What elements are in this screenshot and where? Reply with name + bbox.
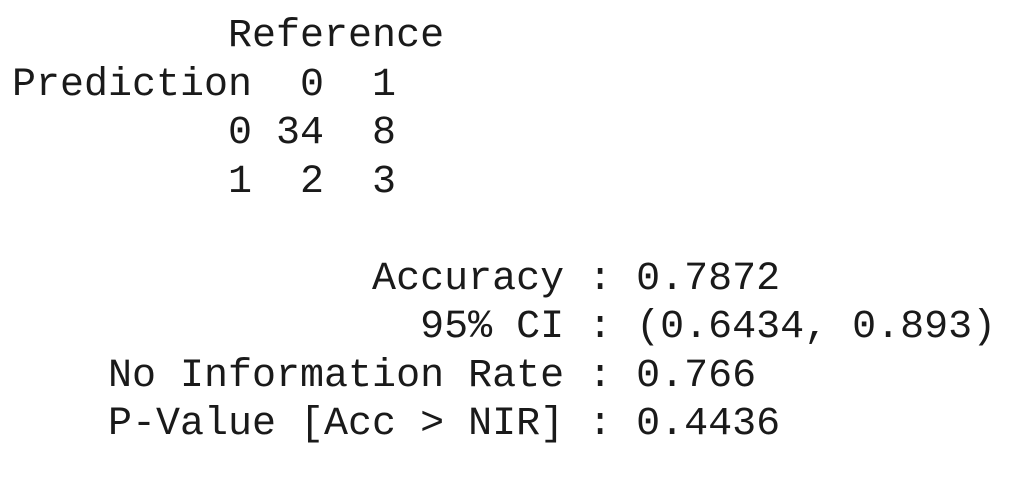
stat-confidence-interval: 95% CI : (0.6434, 0.893) xyxy=(12,305,997,350)
blank-line xyxy=(12,207,996,256)
reference-header: Reference xyxy=(12,14,445,59)
prediction-column-header: Prediction 0 1 xyxy=(12,62,397,108)
stat-accuracy: Accuracy : 0.7872 xyxy=(12,256,781,302)
matrix-row-0: 0 34 8 xyxy=(12,111,397,156)
stat-no-information-rate: No Information Rate : 0.766 xyxy=(12,353,757,399)
stat-p-value: P-Value [Acc > NIR] : 0.4436 xyxy=(12,402,781,447)
matrix-row-1: 1 2 3 xyxy=(12,159,397,205)
console-output: Reference Prediction 0 1 0 34 8 1 2 3 Acc… xyxy=(12,13,996,450)
